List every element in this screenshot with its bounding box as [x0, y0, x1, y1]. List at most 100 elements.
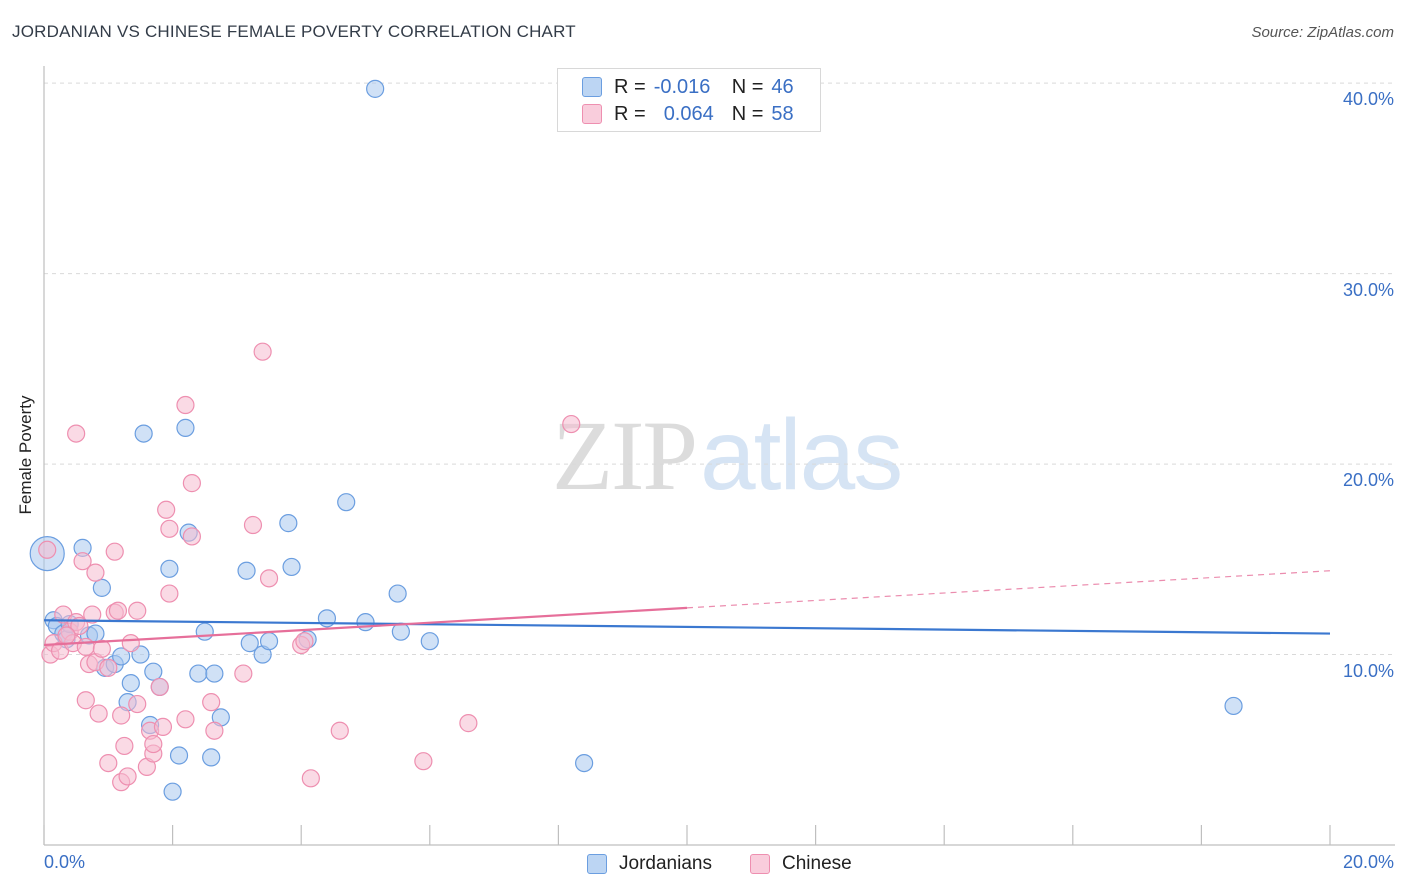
data-point-chinese [253, 342, 272, 361]
data-point-chinese [176, 395, 195, 415]
data-point-chinese [86, 563, 105, 582]
data-point-chinese [128, 694, 147, 714]
source-label: Source: ZipAtlas.com [1251, 24, 1394, 41]
data-point-chinese [57, 626, 76, 645]
data-point-chinese [234, 664, 253, 683]
data-point-jordanians [92, 578, 111, 597]
data-point-jordanians [366, 79, 385, 98]
bottom-legend-chinese: Chinese [750, 852, 852, 876]
data-point-jordanians [337, 493, 356, 512]
bottom-legend-label-chinese: Chinese [782, 853, 852, 874]
data-point-jordanians [205, 664, 224, 683]
legend-row-chinese: R = 0.064 N = 58 [582, 102, 794, 126]
data-point-jordanians [279, 514, 298, 533]
data-point-jordanians [176, 418, 195, 437]
legend-n-label: N = [731, 75, 764, 98]
data-point-chinese [182, 474, 201, 493]
watermark-atlas: atlas [700, 399, 903, 511]
correlation-legend: R = -0.016 N = 46 R = 0.064 N = 58 [557, 68, 821, 132]
trend-lines [43, 570, 1331, 647]
data-point-chinese [67, 424, 86, 443]
data-point-jordanians [169, 746, 189, 765]
data-point-chinese [259, 569, 279, 588]
data-point-chinese [105, 542, 124, 561]
data-point-chinese [83, 605, 102, 624]
y-axis-label: Female Poverty [16, 395, 35, 515]
data-point-jordanians [575, 754, 594, 773]
data-point-chinese [202, 693, 221, 712]
legend-n-value: 58 [771, 102, 794, 125]
bottom-legend-jordanians: Jordanians [587, 852, 712, 876]
data-point-jordanians [195, 622, 214, 641]
y-tick-label: 40.0% [1342, 89, 1394, 110]
bottom-legend-swatch-chinese [750, 854, 770, 874]
data-point-chinese [99, 754, 118, 773]
bottom-legend-swatch-jordanians [587, 854, 607, 874]
legend-r-value: -0.016 [653, 75, 711, 98]
data-point-jordanians [160, 559, 179, 578]
legend-swatch-chinese [582, 104, 602, 124]
data-point-chinese [108, 601, 128, 620]
watermark: ZIPatlas [552, 398, 903, 513]
y-tick-label: 10.0% [1342, 660, 1394, 681]
data-point-jordanians [1224, 696, 1243, 716]
legend-n-value: 46 [771, 75, 794, 98]
data-point-chinese [176, 710, 195, 729]
data-point-jordanians [237, 561, 256, 580]
legend-r-value: 0.064 [663, 102, 714, 125]
data-point-chinese [128, 601, 147, 620]
data-point-chinese [330, 721, 349, 740]
data-point-chinese [76, 637, 95, 657]
data-point-chinese [38, 540, 57, 559]
y-tick-label: 20.0% [1342, 470, 1394, 491]
data-point-jordanians [282, 557, 301, 577]
data-point-jordanians [240, 634, 259, 653]
data-point-chinese [243, 515, 263, 535]
data-point-jordanians [163, 782, 182, 801]
data-point-chinese [89, 704, 108, 723]
x-tick-label: 0.0% [44, 852, 86, 872]
data-point-jordanians [121, 674, 140, 693]
data-point-chinese [182, 527, 201, 546]
data-points [29, 79, 1243, 801]
data-point-chinese [150, 677, 169, 697]
axes [43, 66, 1395, 846]
trend-line-chinese [43, 606, 688, 647]
data-point-chinese [144, 734, 163, 754]
bottom-legend-label-jordanians: Jordanians [619, 853, 712, 874]
legend-row-jordanians: R = -0.016 N = 46 [582, 75, 794, 99]
y-tick-label: 30.0% [1342, 279, 1394, 300]
chart-title: JORDANIAN VS CHINESE FEMALE POVERTY CORR… [12, 22, 576, 41]
data-point-chinese [562, 414, 581, 434]
data-point-chinese [160, 584, 179, 603]
data-point-jordanians [189, 664, 208, 683]
data-point-jordanians [388, 584, 407, 603]
x-tick-label: 20.0% [1342, 852, 1394, 872]
data-point-chinese [205, 721, 224, 740]
data-point-chinese [115, 736, 134, 756]
legend-swatch-jordanians [582, 77, 602, 97]
trend-line-extension-chinese [686, 570, 1331, 609]
legend-r-label: R = [614, 102, 646, 125]
data-point-chinese [76, 691, 95, 710]
data-point-jordanians [356, 613, 375, 632]
data-point-jordanians [420, 632, 439, 651]
data-point-jordanians [144, 662, 163, 681]
data-point-jordanians [134, 424, 153, 443]
data-point-chinese [73, 552, 92, 571]
data-point-chinese [301, 769, 320, 788]
data-point-chinese [157, 500, 176, 519]
data-point-jordanians [202, 748, 221, 767]
data-point-chinese [121, 634, 140, 653]
data-point-chinese [414, 752, 433, 771]
data-point-jordanians [259, 632, 279, 651]
data-point-chinese [99, 658, 118, 677]
data-point-jordanians [112, 647, 131, 666]
data-point-chinese [112, 706, 131, 725]
data-point-chinese [459, 714, 478, 733]
data-point-chinese [118, 767, 137, 786]
legend-r-label: R = [614, 75, 646, 98]
data-point-chinese [295, 632, 314, 651]
data-point-chinese [153, 717, 173, 737]
